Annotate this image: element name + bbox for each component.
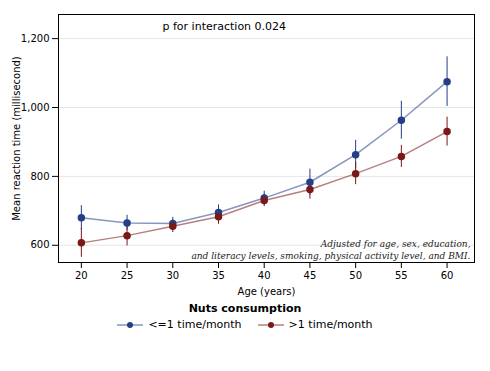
svg-text:20: 20 bbox=[75, 270, 88, 281]
svg-text:Adjusted for age, sex, educati: Adjusted for age, sex, education, bbox=[320, 239, 471, 249]
svg-text:and literacy levels, smoking,: and literacy levels, smoking, physical a… bbox=[191, 251, 470, 261]
svg-text:60: 60 bbox=[441, 270, 454, 281]
html-text:<=1 time/month: <=1 time/month bbox=[148, 318, 242, 331]
svg-text:25: 25 bbox=[121, 270, 134, 281]
svg-text:p for interaction 0.024: p for interaction 0.024 bbox=[163, 20, 287, 33]
svg-text:600: 600 bbox=[30, 239, 49, 250]
svg-text:55: 55 bbox=[395, 270, 408, 281]
svg-text:Age (years): Age (years) bbox=[238, 286, 296, 297]
svg-text:40: 40 bbox=[258, 270, 271, 281]
svg-text:800: 800 bbox=[30, 171, 49, 182]
svg-text:1,200: 1,200 bbox=[21, 33, 50, 44]
svg-text:35: 35 bbox=[212, 270, 225, 281]
html-text:>1 time/month: >1 time/month bbox=[288, 318, 373, 331]
svg-text:50: 50 bbox=[349, 270, 362, 281]
svg-text:Mean reaction time (millisecon: Mean reaction time (millisecond) bbox=[11, 56, 22, 221]
svg-text:30: 30 bbox=[166, 270, 179, 281]
svg-text:1,000: 1,000 bbox=[21, 102, 50, 113]
html-text:Nuts consumption: Nuts consumption bbox=[188, 302, 302, 315]
svg-text:45: 45 bbox=[304, 270, 317, 281]
